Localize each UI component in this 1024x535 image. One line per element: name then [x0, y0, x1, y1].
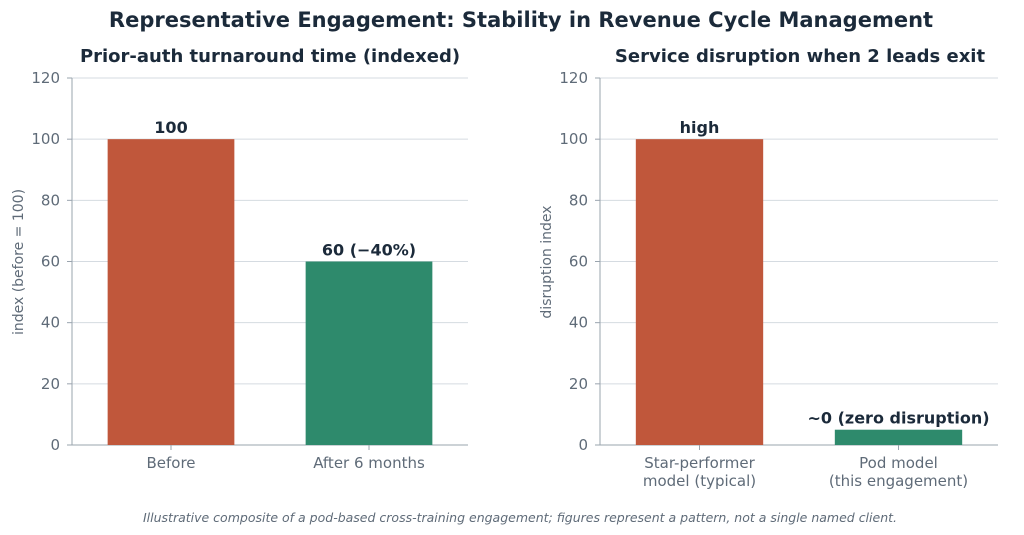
y-tick-label: 120: [559, 69, 588, 87]
x-tick-label: Pod model: [859, 454, 938, 472]
y-tick-label: 40: [569, 314, 588, 332]
y-tick-label: 100: [559, 130, 588, 148]
bar: [834, 429, 963, 445]
y-tick-label: 20: [569, 375, 588, 393]
y-tick-label: 120: [31, 69, 60, 87]
footnote: Illustrative composite of a pod-based cr…: [143, 510, 897, 525]
chart-panel-turnaround: Prior-auth turnaround time (indexed) ind…: [11, 46, 468, 472]
y-tick-label: 60: [569, 253, 588, 271]
y-axis-label: index (before = 100): [11, 189, 27, 335]
bar: [635, 139, 764, 445]
y-tick-label: 100: [31, 130, 60, 148]
y-tick-label: 80: [41, 191, 60, 209]
x-tick-label: (this engagement): [829, 472, 968, 490]
x-tick-label: After 6 months: [313, 454, 425, 472]
chart-title: Prior-auth turnaround time (indexed): [80, 46, 460, 67]
y-tick-label: 0: [578, 436, 588, 454]
y-tick-label: 80: [569, 191, 588, 209]
data-label: 100: [154, 118, 187, 137]
data-label: 60 (−40%): [322, 241, 416, 260]
x-tick-label: Star-performer: [644, 454, 755, 472]
y-axis-label: disruption index: [539, 205, 555, 318]
data-label: high: [680, 118, 720, 137]
x-tick-label: Before: [146, 454, 195, 472]
bar: [305, 261, 433, 445]
y-tick-label: 20: [41, 375, 60, 393]
chart-title: Service disruption when 2 leads exit: [615, 46, 986, 67]
data-label: ~0 (zero disruption): [807, 409, 989, 428]
y-tick-label: 0: [50, 436, 60, 454]
y-tick-label: 60: [41, 253, 60, 271]
chart-panel-disruption: Service disruption when 2 leads exit dis…: [539, 46, 998, 490]
bar: [107, 139, 235, 445]
x-tick-label: model (typical): [643, 472, 756, 490]
y-tick-label: 40: [41, 314, 60, 332]
figure-title: Representative Engagement: Stability in …: [109, 8, 933, 32]
